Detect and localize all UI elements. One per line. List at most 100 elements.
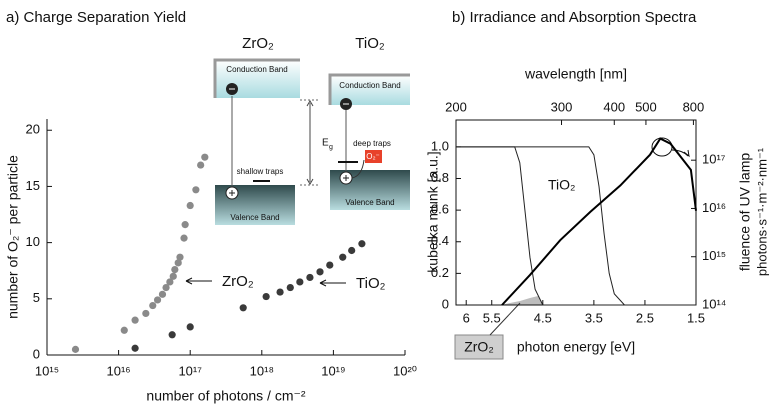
data-point xyxy=(71,345,80,353)
series-label: TiO₂ xyxy=(548,177,575,193)
series-label: ZrO₂ xyxy=(222,273,254,290)
y-tick-label: 15 xyxy=(26,178,40,193)
data-point xyxy=(149,301,157,310)
data-point xyxy=(348,246,356,255)
data-point xyxy=(316,268,324,276)
y2-axis-units: photons·s⁻¹·m⁻²·nm⁻¹ xyxy=(754,147,769,276)
data-point xyxy=(131,316,139,324)
x-tick-label: 4.5 xyxy=(534,310,552,325)
band-diagram: ZrO₂ TiO₂ Conduction Band Valence Band C… xyxy=(213,35,410,225)
data-point xyxy=(120,326,128,334)
label-box xyxy=(454,334,504,360)
arrow xyxy=(185,277,212,285)
inset-label: Valence Band xyxy=(230,213,279,222)
data-point xyxy=(131,344,139,352)
y2-axis-label: fluence of UV lamp xyxy=(737,153,753,271)
y-tick-label: 20 xyxy=(26,122,40,137)
arrow xyxy=(351,159,365,179)
data-point xyxy=(168,331,176,339)
x-axis-label: photon energy [eV] xyxy=(517,339,635,355)
x-tick-label: 3.5 xyxy=(585,310,603,325)
inset-label: g xyxy=(329,144,333,151)
inset-label: Conduction Band xyxy=(226,65,287,74)
y-tick-label: 0.6 xyxy=(431,202,449,217)
y-tick-label: 1.0 xyxy=(431,138,449,153)
series-label: TiO₂ xyxy=(356,275,386,292)
data-point xyxy=(192,186,200,194)
x-tick-label: 10¹⁵ xyxy=(35,363,59,378)
data-point xyxy=(326,261,334,269)
data-point xyxy=(286,283,294,292)
data-point xyxy=(171,265,179,274)
data-point xyxy=(239,304,247,312)
gap-guide xyxy=(300,99,320,186)
inset-label: deep traps xyxy=(353,139,391,148)
y-tick-label: 0 xyxy=(442,296,449,311)
x-tick-label: 1.5 xyxy=(687,310,705,325)
data-point xyxy=(186,201,194,210)
y2-tick-label: 10¹⁷ xyxy=(702,152,726,167)
data-point xyxy=(339,253,347,261)
plot-frame xyxy=(455,119,697,306)
data-point xyxy=(306,273,314,282)
data-point xyxy=(181,221,189,229)
y-tick-label: 5 xyxy=(33,290,40,305)
data-point xyxy=(174,259,182,267)
data-point xyxy=(176,253,184,261)
data-point xyxy=(166,278,174,286)
hole xyxy=(343,175,349,181)
inset-label: E xyxy=(322,138,329,149)
overlap-area xyxy=(500,296,544,305)
data-point xyxy=(169,272,177,280)
data-point xyxy=(153,296,162,304)
y-tick-label: 10 xyxy=(26,234,40,249)
x-tick-label: 10¹⁷ xyxy=(178,363,202,378)
data-line xyxy=(501,137,697,306)
x-tick-label: 2.5 xyxy=(636,310,654,325)
leader xyxy=(489,302,521,336)
hole xyxy=(229,190,235,196)
data-point xyxy=(180,234,188,242)
data-point xyxy=(162,283,170,292)
adsorbate-box xyxy=(365,150,382,163)
band-edge xyxy=(328,73,410,105)
band-edge xyxy=(213,58,300,98)
inset-label: ZrO₂ xyxy=(242,35,274,52)
y-tick-label: 0.4 xyxy=(431,233,449,248)
data-point xyxy=(142,309,150,318)
inset-label: Valence Band xyxy=(345,198,394,207)
chart-title: b) Irradiance and Absorption Spectra xyxy=(452,9,697,26)
y-axis-label: number of O₂⁻ per particle xyxy=(5,155,21,319)
series-label: ZrO₂ xyxy=(464,339,494,355)
gap-arrow xyxy=(306,100,314,185)
x2-axis-label: wavelength [nm] xyxy=(524,66,627,82)
y-tick-label: 0.8 xyxy=(431,170,449,185)
x-tick-label: 10¹⁶ xyxy=(107,363,131,378)
inset-label: O₂⁻ xyxy=(366,152,380,161)
data-point xyxy=(296,278,304,286)
data-point xyxy=(201,153,209,161)
data-line xyxy=(456,146,696,306)
x-tick-label: 10¹⁹ xyxy=(321,363,345,378)
data-point xyxy=(197,161,205,169)
x-tick-label: 6 xyxy=(463,310,470,325)
y-tick-label: 0.2 xyxy=(431,265,449,280)
arrow xyxy=(319,279,346,287)
y2-tick-label: 10¹⁴ xyxy=(702,296,726,311)
y-axis-label: kubelka munk [a.u.] xyxy=(425,151,441,272)
chart-title: a) Charge Separation Yield xyxy=(6,9,186,26)
inset-label: shallow traps xyxy=(237,167,284,176)
data-line xyxy=(456,146,696,306)
data-point xyxy=(158,290,167,298)
x-tick-label: 5.5 xyxy=(483,310,501,325)
x-tick-label: 10²⁰ xyxy=(393,363,417,378)
y2-tick-label: 10¹⁶ xyxy=(702,200,726,215)
data-point xyxy=(358,240,366,248)
x2-tick-label: 200 xyxy=(445,99,467,114)
y2-tick-label: 10¹⁵ xyxy=(702,248,726,263)
y-tick-label: 0 xyxy=(33,346,40,361)
data-point xyxy=(186,323,194,331)
x2-tick-label: 400 xyxy=(603,99,625,114)
inset-label: Conduction Band xyxy=(339,81,400,90)
